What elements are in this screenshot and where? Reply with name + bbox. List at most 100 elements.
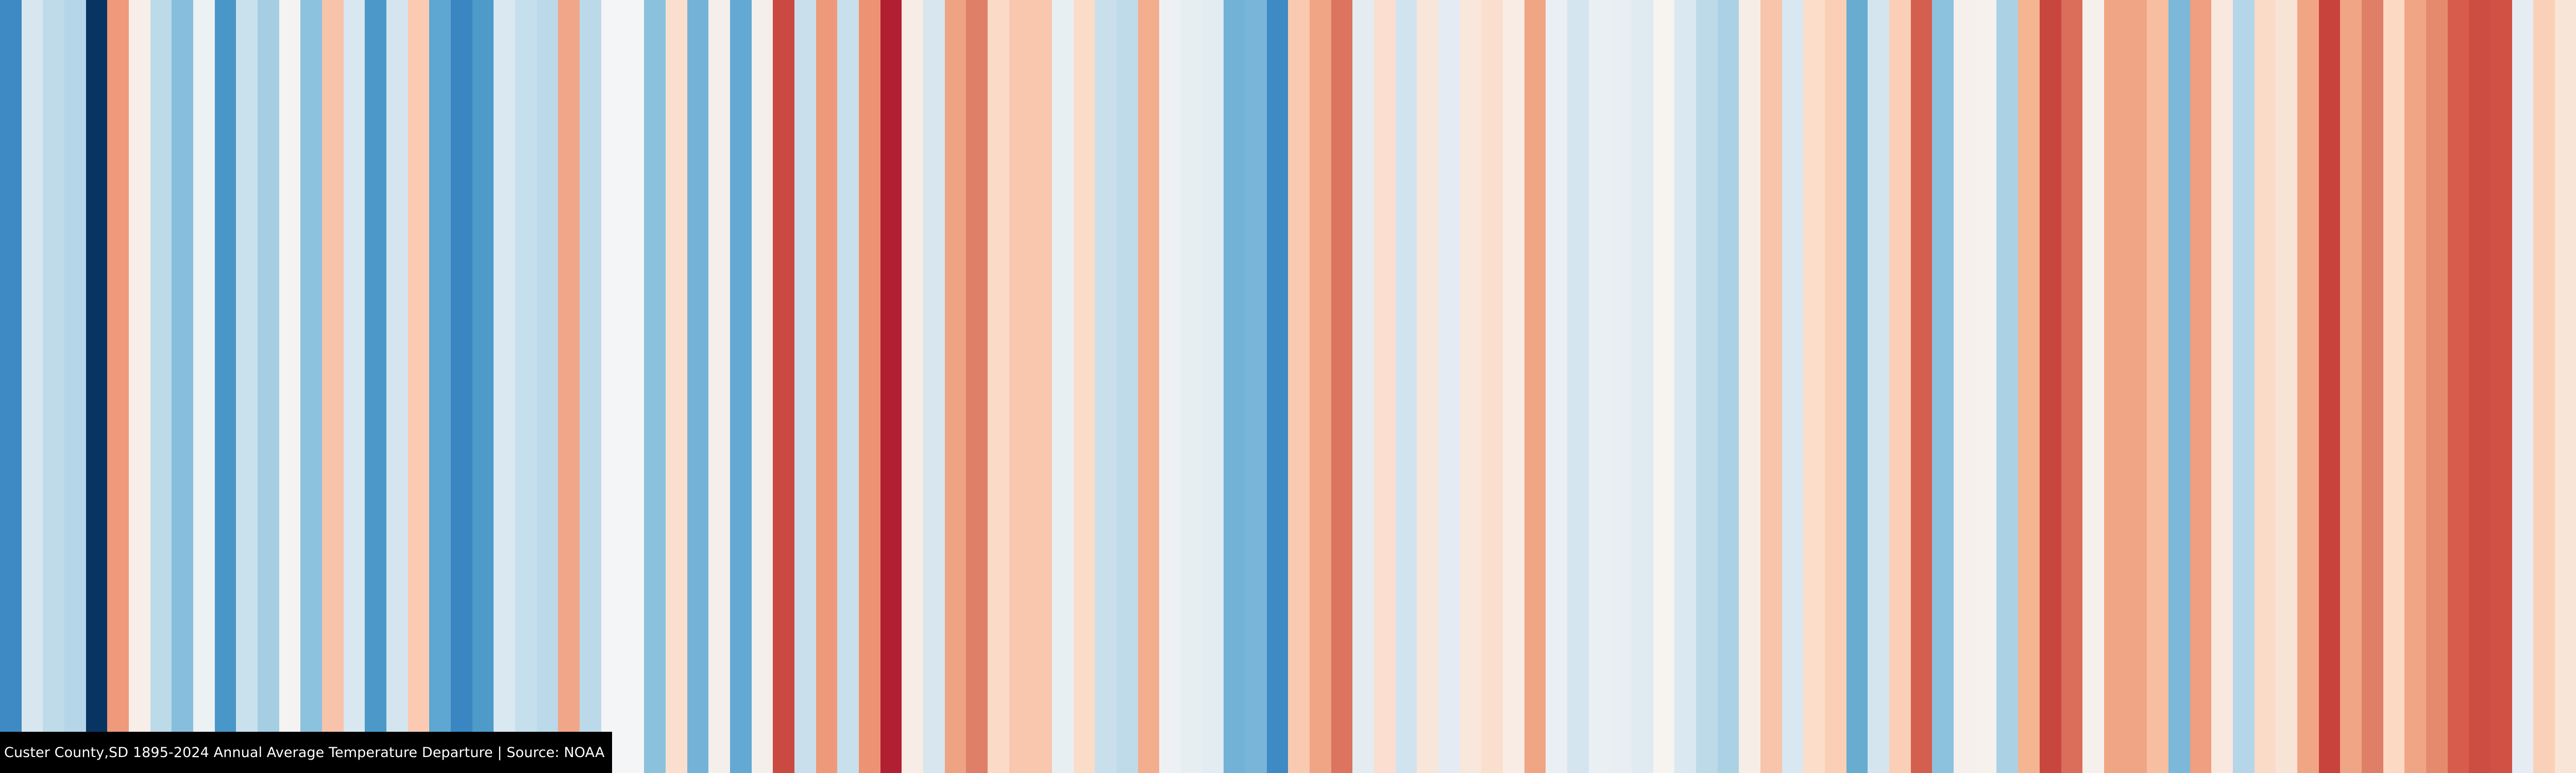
year-stripe	[1653, 0, 1675, 773]
year-stripe	[1932, 0, 1954, 773]
year-stripe	[1116, 0, 1138, 773]
year-stripe	[2533, 0, 2555, 773]
year-stripe	[2361, 0, 2383, 773]
year-stripe	[2061, 0, 2083, 773]
year-stripe	[1524, 0, 1546, 773]
year-stripe	[1760, 0, 1782, 773]
year-stripe	[1224, 0, 1245, 773]
year-stripe	[1846, 0, 1868, 773]
year-stripe	[451, 0, 472, 773]
year-stripe	[1717, 0, 1739, 773]
year-stripe	[1503, 0, 1524, 773]
year-stripe	[644, 0, 666, 773]
year-stripe	[1052, 0, 1074, 773]
year-stripe	[214, 0, 236, 773]
year-stripe	[536, 0, 558, 773]
year-stripe	[1030, 0, 1052, 773]
year-stripe	[622, 0, 645, 773]
year-stripe	[2426, 0, 2448, 773]
year-stripe	[1674, 0, 1697, 773]
year-stripe	[21, 0, 43, 773]
year-stripe	[129, 0, 150, 773]
year-stripe	[2490, 0, 2512, 773]
year-stripe	[558, 0, 580, 773]
year-stripe	[2039, 0, 2061, 773]
year-stripe	[580, 0, 601, 773]
year-stripe	[1309, 0, 1331, 773]
year-stripe	[0, 0, 22, 773]
year-stripe	[279, 0, 301, 773]
year-stripe	[2554, 0, 2576, 773]
year-stripe	[150, 0, 172, 773]
year-stripe	[944, 0, 967, 773]
year-stripe	[43, 0, 65, 773]
year-stripe	[193, 0, 215, 773]
year-stripe	[2469, 0, 2490, 773]
year-stripe	[343, 0, 365, 773]
year-stripe	[1352, 0, 1374, 773]
year-stripe	[172, 0, 194, 773]
year-stripe	[1825, 0, 1846, 773]
year-stripe	[730, 0, 752, 773]
year-stripe	[966, 0, 988, 773]
year-stripe	[665, 0, 687, 773]
caption-label: Custer County,SD 1895-2024 Annual Averag…	[4, 744, 605, 761]
year-stripe	[2297, 0, 2319, 773]
year-stripe	[2147, 0, 2168, 773]
year-stripe	[1009, 0, 1031, 773]
year-stripe	[472, 0, 494, 773]
year-stripe	[1996, 0, 2019, 773]
year-stripe	[1975, 0, 1997, 773]
year-stripe	[107, 0, 129, 773]
year-stripe	[2447, 0, 2469, 773]
year-stripe	[816, 0, 838, 773]
year-stripe	[365, 0, 387, 773]
year-stripe	[2276, 0, 2297, 773]
year-stripe	[1696, 0, 1718, 773]
year-stripe	[1567, 0, 1589, 773]
year-stripe	[322, 0, 344, 773]
year-stripe	[2512, 0, 2534, 773]
year-stripe	[1803, 0, 1825, 773]
year-stripe	[1632, 0, 1653, 773]
year-stripe	[1868, 0, 1890, 773]
year-stripe	[1954, 0, 1975, 773]
year-stripe	[2211, 0, 2233, 773]
year-stripe	[1395, 0, 1417, 773]
year-stripe	[687, 0, 709, 773]
year-stripe	[2125, 0, 2147, 773]
year-stripe	[86, 0, 108, 773]
year-stripe	[1417, 0, 1439, 773]
year-stripe	[794, 0, 816, 773]
year-stripe	[1438, 0, 1460, 773]
year-stripe	[2232, 0, 2255, 773]
year-stripe	[1610, 0, 1632, 773]
year-stripe	[300, 0, 323, 773]
year-stripe	[1073, 0, 1095, 773]
year-stripe	[2404, 0, 2426, 773]
year-stripe	[236, 0, 258, 773]
year-stripe	[708, 0, 730, 773]
year-stripe	[1910, 0, 1933, 773]
year-stripe	[1245, 0, 1267, 773]
year-stripe	[515, 0, 537, 773]
year-stripe	[408, 0, 430, 773]
year-stripe	[1739, 0, 1761, 773]
year-stripe	[858, 0, 880, 773]
year-stripe	[1202, 0, 1224, 773]
year-stripe	[837, 0, 859, 773]
year-stripe	[386, 0, 408, 773]
year-stripe	[64, 0, 86, 773]
year-stripe	[1588, 0, 1611, 773]
year-stripe	[2383, 0, 2405, 773]
year-stripe	[1546, 0, 1568, 773]
year-stripe	[1374, 0, 1396, 773]
year-stripe	[1159, 0, 1181, 773]
year-stripe	[2168, 0, 2190, 773]
year-stripe	[601, 0, 623, 773]
year-stripe	[2340, 0, 2362, 773]
year-stripe	[494, 0, 516, 773]
year-stripe	[902, 0, 923, 773]
year-stripe	[2018, 0, 2040, 773]
